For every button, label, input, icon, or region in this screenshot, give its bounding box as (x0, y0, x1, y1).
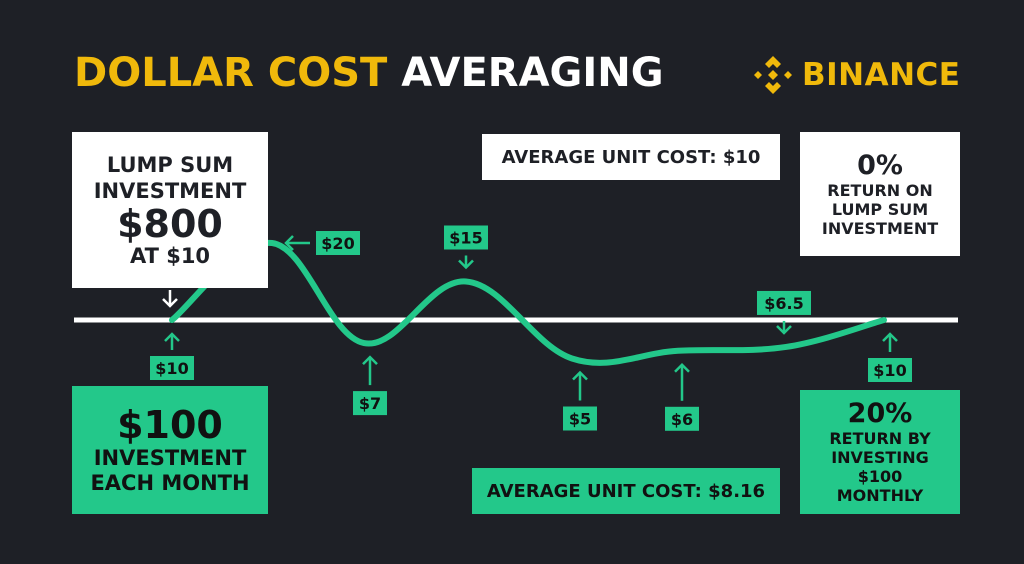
price-label-bg (316, 231, 360, 255)
price-arrow-icon (164, 332, 180, 350)
price-arrow-icon (362, 355, 378, 386)
monthly-investment-box: $100 INVESTMENT EACH MONTH (72, 386, 268, 514)
price-label: $15 (449, 229, 482, 248)
lump-sum-return-line-1: RETURN ON (827, 180, 933, 200)
price-marker: $5 (563, 370, 597, 431)
price-label: $5 (569, 410, 591, 429)
lump-sum-return-line-2: LUMP SUM (831, 199, 929, 219)
price-marker: $7 (353, 355, 387, 416)
price-label: $10 (873, 361, 906, 380)
price-arrow-icon (674, 363, 690, 401)
lump-sum-return-percent: 0% (857, 149, 903, 181)
monthly-amount: $100 (117, 403, 223, 447)
price-label: $10 (155, 359, 188, 378)
average-unit-cost-dca: AVERAGE UNIT COST: $8.16 (472, 468, 780, 514)
lump-sum-return-box: 0% RETURN ON LUMP SUM INVESTMENT (800, 132, 960, 256)
lump-sum-box: LUMP SUM INVESTMENT $800 AT $10 (72, 132, 268, 288)
price-arrow-icon (776, 320, 792, 335)
lump-sum-line-1: LUMP SUM (106, 152, 234, 177)
price-label-bg (665, 406, 699, 431)
price-label-bg (150, 356, 194, 380)
price-label-bg (563, 406, 597, 431)
average-unit-cost-lump: AVERAGE UNIT COST: $10 (482, 134, 780, 180)
dca-return-line-2: INVESTING (831, 448, 929, 467)
price-label: $7 (359, 394, 381, 413)
price-label: $6 (671, 410, 693, 429)
price-arrow-icon (572, 370, 588, 401)
lump-sum-amount: $800 (117, 201, 223, 246)
price-label-bg (444, 225, 488, 250)
price-arrow-icon (458, 255, 474, 270)
page-title: DOLLAR COST AVERAGING (74, 50, 664, 96)
price-marker: $20 (284, 231, 360, 255)
lump-sum-arrow-icon (162, 290, 178, 308)
dca-return-line-3: $100 (857, 467, 903, 486)
price-label: $6.5 (764, 294, 803, 313)
price-marker: $6 (665, 363, 699, 431)
price-label-bg (757, 290, 811, 315)
dca-return-line-1: RETURN BY (829, 429, 931, 448)
lump-sum-price: AT $10 (129, 243, 211, 268)
lump-sum-line-2: INVESTMENT (93, 178, 247, 203)
title-part-1: DOLLAR COST (74, 50, 388, 96)
price-label-bg (353, 391, 387, 416)
monthly-line-2: EACH MONTH (90, 471, 250, 495)
dca-return-line-4: MONTHLY (836, 486, 924, 505)
price-markers: $10 $20 $7 $15 $5 $6 $6.5 $10 (150, 225, 912, 431)
binance-logo-icon (754, 56, 792, 94)
price-line-series (169, 239, 887, 366)
price-marker: $15 (444, 225, 488, 270)
dca-return-percent: 20% (847, 398, 913, 429)
price-arrow-icon (882, 332, 898, 352)
title-part-2: AVERAGING (401, 50, 664, 96)
price-marker: $10 (150, 332, 194, 380)
dca-return-box: 20% RETURN BY INVESTING $100 MONTHLY (800, 390, 960, 514)
price-label-bg (868, 358, 912, 382)
brand-name: BINANCE (802, 57, 961, 93)
brand-logo: BINANCE (752, 54, 960, 96)
price-marker: $6.5 (757, 290, 811, 335)
lump-sum-return-line-3: INVESTMENT (821, 218, 939, 238)
price-arrow-icon (284, 235, 310, 251)
monthly-line-1: INVESTMENT (93, 446, 247, 470)
price-marker: $10 (868, 332, 912, 382)
price-label: $20 (321, 234, 354, 253)
